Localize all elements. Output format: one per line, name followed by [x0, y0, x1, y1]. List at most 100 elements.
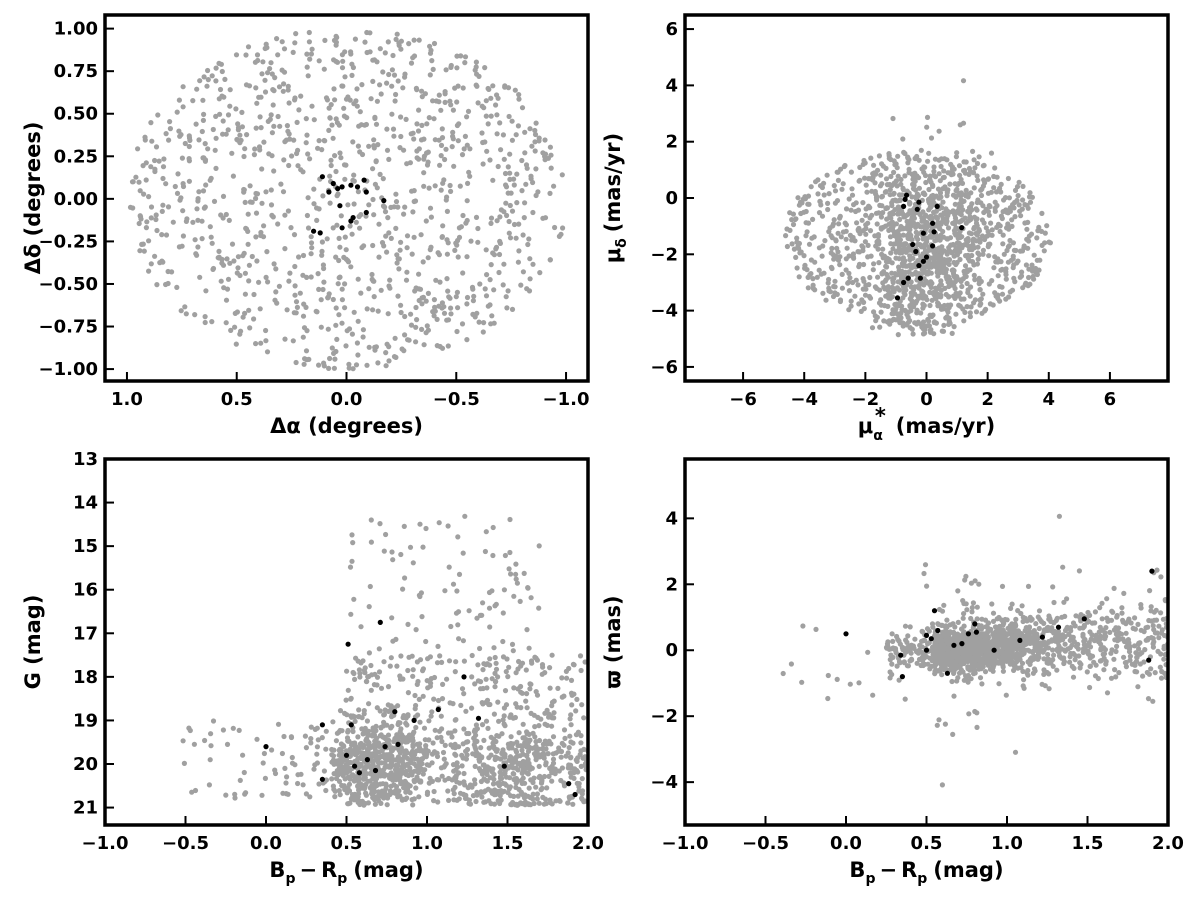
field-point: [868, 155, 874, 161]
field-point: [397, 768, 403, 774]
field-point: [991, 265, 997, 271]
field-point: [396, 788, 402, 794]
field-point: [337, 727, 343, 734]
field-point: [883, 165, 889, 171]
field-point: [378, 287, 384, 293]
member-point: [363, 189, 369, 195]
field-point: [225, 127, 231, 133]
field-point: [154, 282, 160, 288]
field-point: [946, 305, 952, 311]
field-point: [438, 142, 445, 148]
field-point: [455, 622, 461, 628]
field-point: [884, 205, 891, 211]
field-point: [288, 225, 294, 231]
field-point: [1021, 677, 1027, 683]
field-point: [177, 133, 183, 139]
field-point: [480, 161, 486, 167]
field-point: [818, 271, 824, 277]
field-point: [908, 284, 914, 290]
field-point: [283, 780, 289, 786]
field-point: [201, 205, 207, 211]
field-point: [895, 332, 901, 338]
field-point: [388, 783, 394, 789]
field-point: [316, 781, 322, 787]
field-point: [444, 194, 450, 200]
field-point: [210, 718, 217, 724]
member-point: [335, 186, 341, 192]
field-point: [1025, 283, 1031, 289]
field-point: [387, 663, 393, 669]
field-point: [477, 790, 483, 796]
field-point: [154, 227, 160, 234]
field-point: [450, 581, 457, 587]
field-point: [439, 234, 445, 240]
field-point: [961, 296, 967, 302]
field-point: [467, 782, 473, 788]
field-point: [513, 670, 519, 676]
field-point: [213, 78, 219, 84]
field-point: [787, 227, 793, 233]
field-point: [333, 738, 339, 744]
field-point: [928, 135, 935, 141]
field-point: [431, 40, 438, 47]
field-point: [955, 245, 962, 251]
field-point: [416, 37, 422, 43]
field-point: [446, 564, 452, 570]
field-point: [298, 93, 304, 99]
field-point: [928, 284, 934, 290]
field-point: [420, 693, 426, 699]
field-point: [843, 206, 850, 212]
field-point: [526, 645, 532, 651]
field-point: [458, 53, 464, 59]
field-point: [228, 327, 234, 333]
field-point: [439, 726, 445, 732]
field-point: [350, 669, 356, 676]
field-point: [261, 139, 267, 145]
field-point: [889, 318, 895, 324]
field-point: [895, 173, 901, 179]
field-point: [205, 67, 211, 74]
field-point: [243, 225, 249, 231]
field-point: [454, 764, 461, 770]
field-point: [364, 362, 370, 368]
x-tick-label: −2: [852, 389, 880, 410]
field-point: [830, 293, 837, 300]
field-point: [192, 237, 198, 243]
field-point: [493, 679, 499, 685]
field-point: [887, 669, 893, 675]
field-point: [161, 156, 167, 162]
field-point: [411, 796, 417, 802]
field-point: [519, 157, 525, 164]
field-point: [423, 638, 429, 645]
field-point: [464, 301, 470, 307]
field-point: [578, 733, 584, 739]
field-point: [875, 167, 881, 173]
field-point: [205, 77, 211, 83]
field-point: [417, 719, 423, 725]
field-point: [318, 297, 324, 303]
field-point: [504, 212, 510, 219]
field-point: [514, 739, 520, 745]
field-point: [551, 183, 557, 189]
field-point: [378, 685, 385, 691]
field-point: [574, 758, 580, 765]
field-point: [452, 774, 458, 781]
field-point: [484, 272, 490, 278]
field-point: [846, 279, 852, 285]
field-point: [573, 708, 579, 714]
field-point: [876, 260, 882, 266]
field-point: [513, 775, 520, 782]
member-point: [916, 263, 922, 269]
field-point: [261, 750, 267, 757]
field-point: [571, 770, 577, 776]
field-point: [389, 723, 395, 730]
field-point: [503, 774, 509, 780]
field-point: [801, 253, 807, 259]
field-point: [527, 686, 533, 692]
field-point: [152, 253, 158, 259]
field-point: [242, 270, 248, 276]
field-point: [978, 192, 985, 199]
field-point: [404, 795, 410, 801]
field-point: [383, 350, 389, 356]
field-point: [465, 108, 472, 114]
